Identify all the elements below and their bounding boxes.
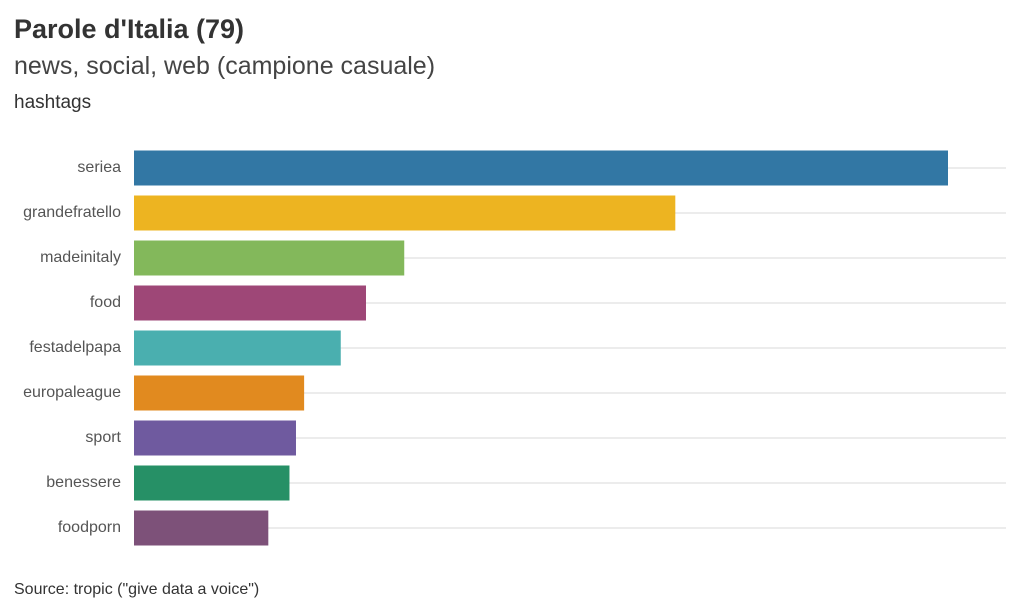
category-label-foodporn: foodporn	[58, 519, 121, 536]
category-label-madeinitaly: madeinitaly	[40, 249, 121, 266]
bar-europaleague	[134, 375, 305, 411]
bar-benessere	[134, 465, 290, 501]
category-label-festadelpapa: festadelpapa	[29, 339, 121, 356]
category-label-europaleague: europaleague	[23, 384, 121, 401]
source-note: Source: tropic ("give data a voice")	[14, 581, 260, 598]
bar-seriea	[134, 150, 948, 186]
bar-madeinitaly	[134, 240, 405, 276]
category-label-seriea: seriea	[77, 159, 121, 176]
chart-caption: hashtags	[14, 92, 92, 113]
bar-foodporn	[134, 510, 269, 546]
bar-festadelpapa	[134, 330, 341, 366]
category-label-benessere: benessere	[46, 474, 121, 491]
chart-subtitle: news, social, web (campione casuale)	[14, 52, 436, 80]
bar-food	[134, 285, 366, 321]
category-label-food: food	[90, 294, 121, 311]
category-label-grandefratello: grandefratello	[23, 204, 121, 221]
bar-grandefratello	[134, 195, 676, 231]
category-label-sport: sport	[85, 429, 121, 446]
chart-title: Parole d'Italia (79)	[14, 14, 245, 44]
bar-sport	[134, 420, 296, 456]
